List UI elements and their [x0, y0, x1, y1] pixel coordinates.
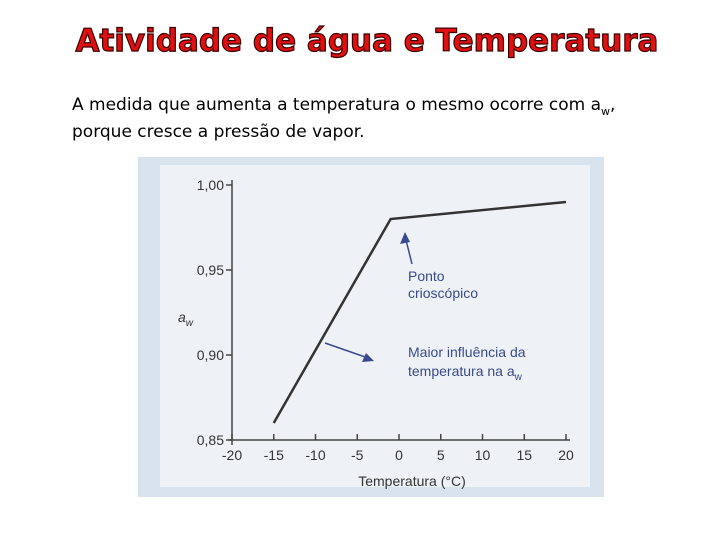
x-tick-label: -5 [351, 447, 364, 463]
x-tick-label: 20 [558, 447, 574, 463]
y-axis-label-part: a [178, 309, 186, 325]
body-text-part: , [610, 95, 615, 115]
data-line [272, 200, 567, 424]
plot-background [160, 165, 590, 487]
annotation: Maior influência da [408, 344, 526, 360]
annotation: crioscópico [408, 285, 478, 301]
annotation: Ponto [408, 268, 445, 284]
x-tick-label: 0 [395, 447, 403, 463]
slide-title: Atividade de água e Temperatura [76, 23, 659, 59]
y-tick-label: 0,90 [197, 347, 224, 363]
annotation-arrow [324, 342, 369, 359]
annotation-arrowhead [362, 353, 374, 362]
x-axis-label: Temperatura (°C) [358, 473, 466, 489]
body-text-part: A medida que aumenta a temperatura o mes… [72, 95, 601, 115]
x-tick-label: 15 [516, 447, 532, 463]
x-tick-label: 10 [475, 447, 491, 463]
x-tick-label: -10 [305, 447, 325, 463]
y-axis-label-sub: w [186, 318, 194, 329]
y-tick-label: 0,85 [197, 432, 224, 448]
annotation-arrowhead [400, 232, 410, 244]
x-tick-label: 5 [437, 447, 445, 463]
annotation-sub: w [514, 372, 523, 383]
annotation: temperatura na aw [408, 363, 523, 383]
body-text: A medida que aumenta a temperatura o mes… [72, 95, 615, 118]
y-tick-label: 1,00 [197, 177, 224, 193]
y-tick-label: 0,95 [197, 262, 224, 278]
x-tick-label: -20 [222, 447, 242, 463]
y-axis-label: aw [178, 309, 194, 329]
annotation-part: temperatura na a [408, 363, 515, 379]
body-text-sub: w [601, 105, 610, 118]
x-tick-label: -15 [264, 447, 284, 463]
body-text: porque cresce a pressão de vapor. [72, 122, 365, 142]
